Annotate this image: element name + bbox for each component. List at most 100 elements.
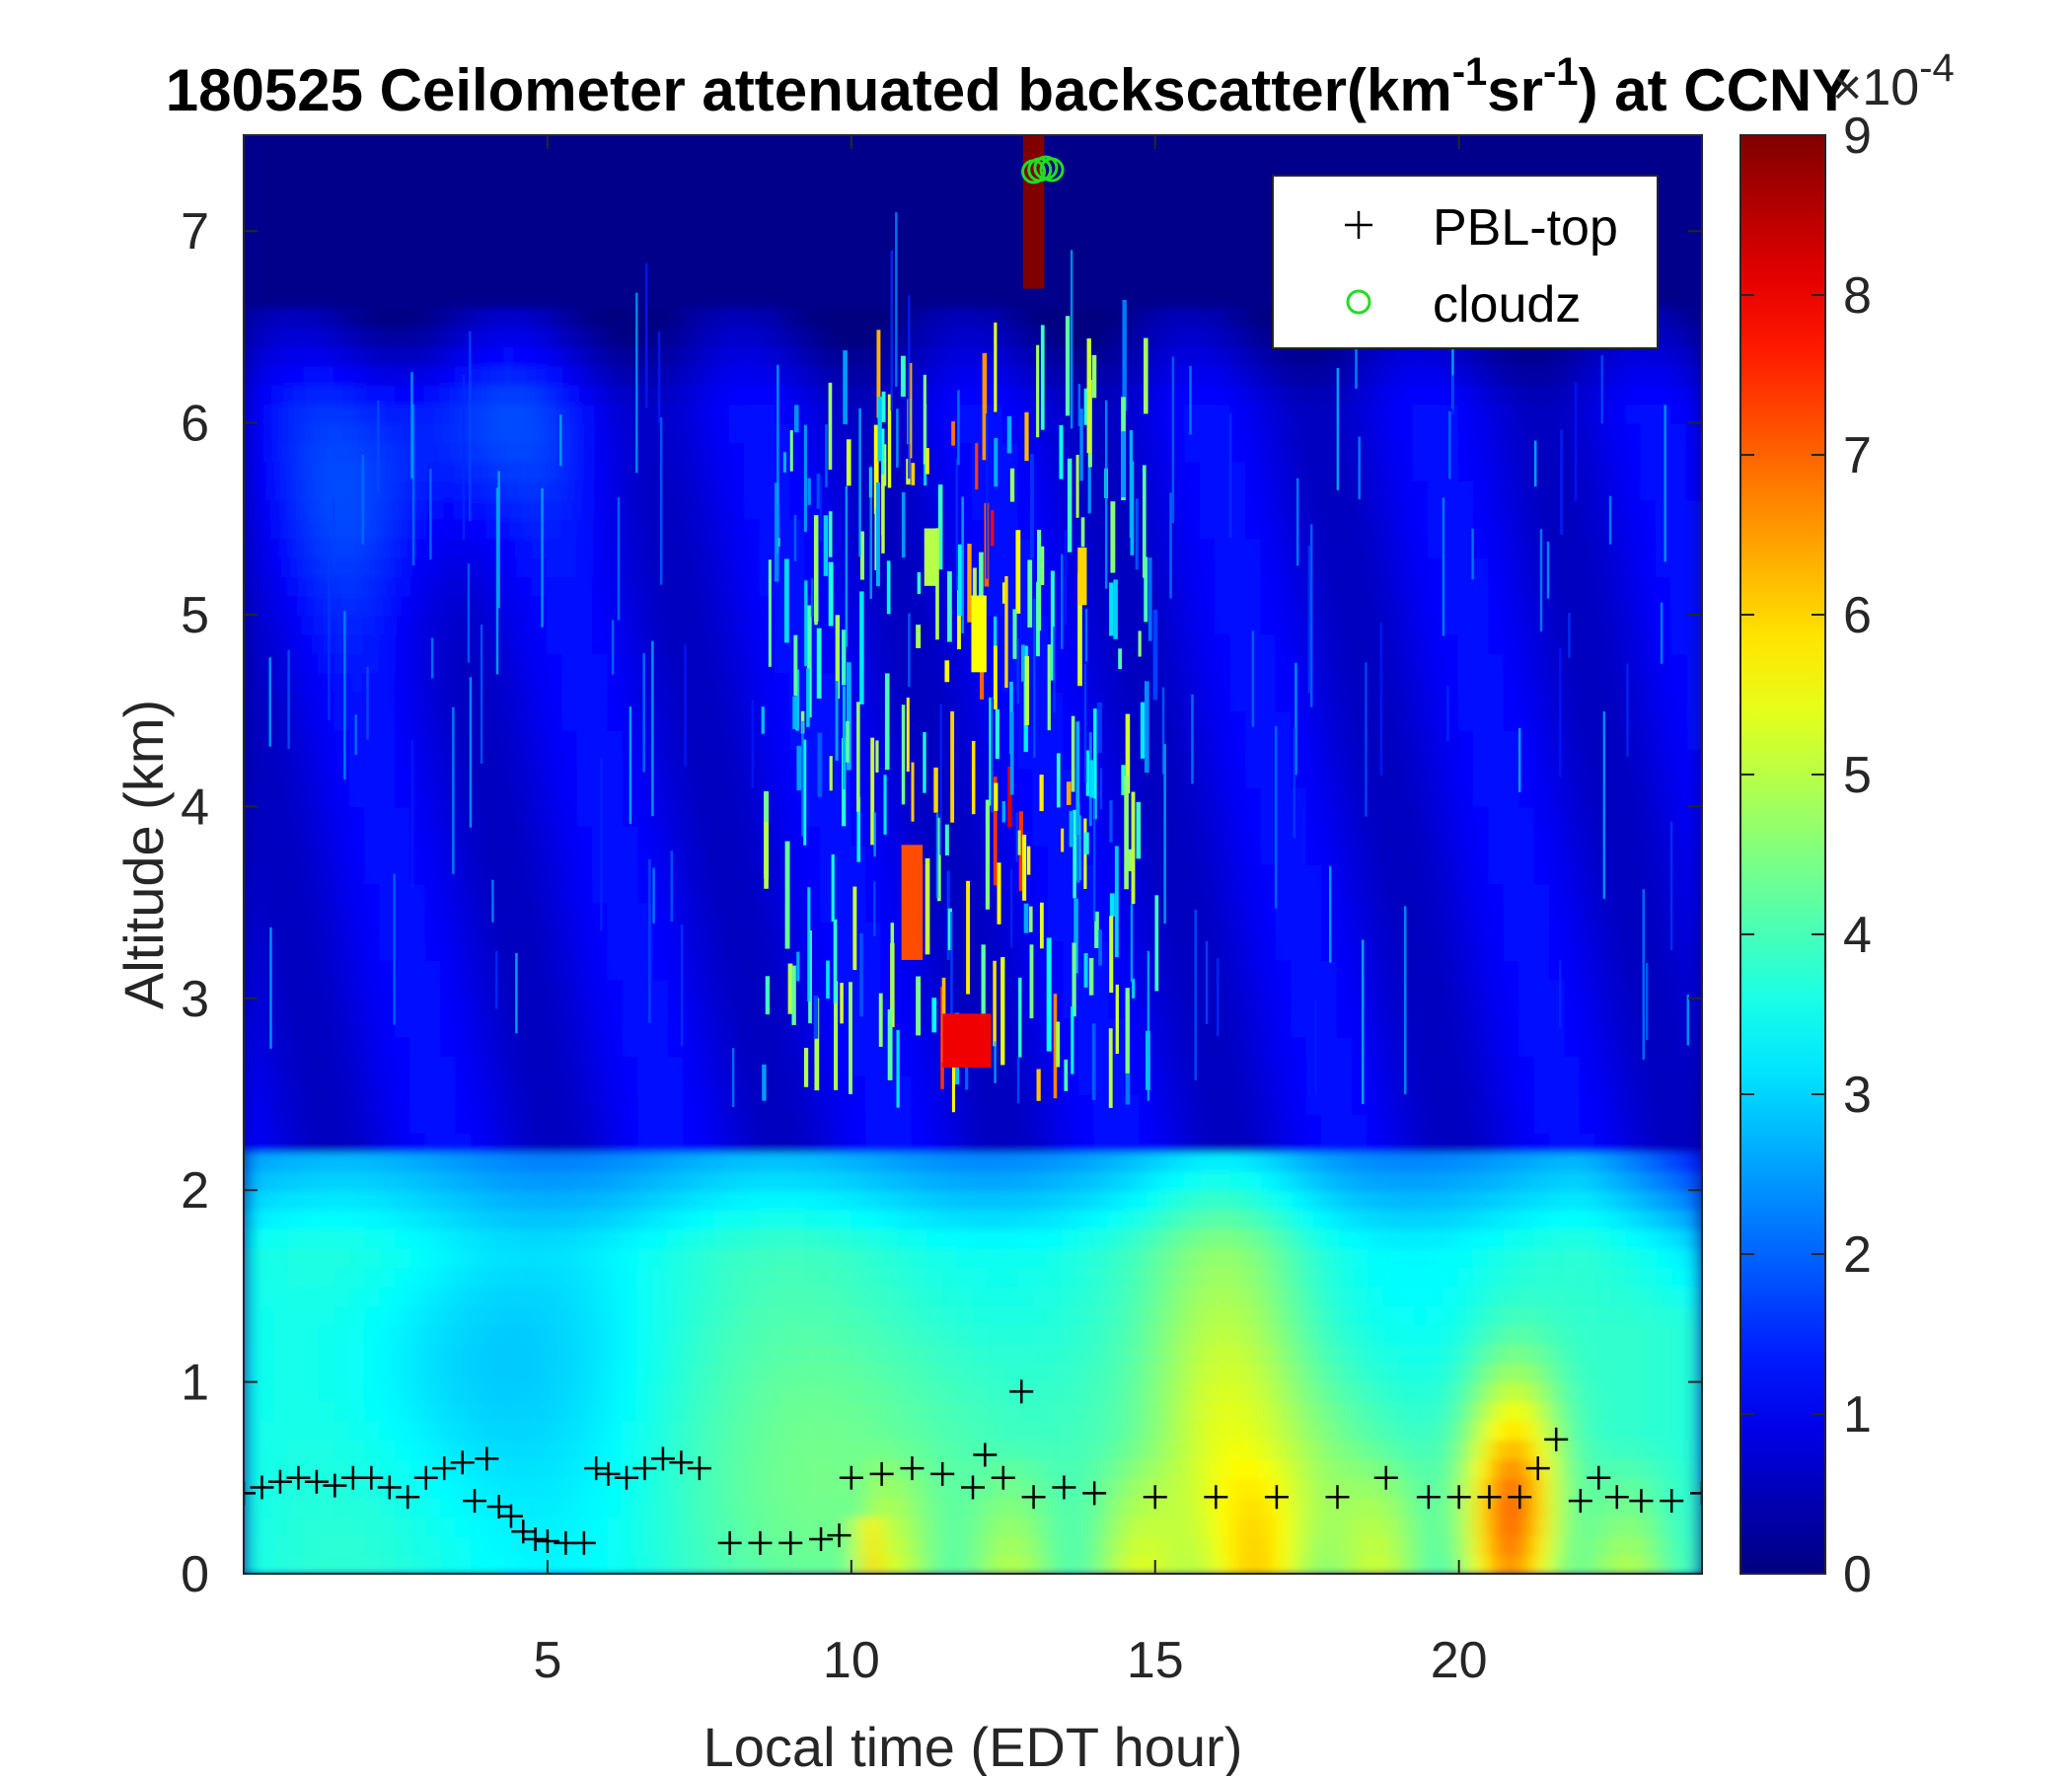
heatmap-cell [516,1419,534,1441]
heatmap-cell [516,690,534,712]
heatmap-cell [1047,1169,1066,1192]
heatmap-cell [364,844,382,865]
heatmap-cell [485,326,503,347]
heatmap-cell [713,1438,731,1460]
heatmap-cell [713,537,731,558]
heatmap-cell [592,958,610,981]
heatmap-cell [1153,1380,1172,1403]
heatmap-cell [1001,306,1020,329]
heatmap-cell [1077,1303,1096,1326]
heatmap-cell [409,1496,427,1517]
heatmap-cell [1245,1112,1263,1134]
heatmap-cell [592,1380,610,1403]
heatmap-cell [1199,306,1218,329]
heatmap-cell [637,537,655,558]
heatmap-cell [348,1169,367,1192]
heatmap-cell [394,1323,412,1345]
heatmap-cell [1093,1476,1111,1499]
heatmap-cell [896,614,914,635]
heatmap-cell [303,901,321,924]
heatmap-cell [774,997,792,1019]
heatmap-cell [987,172,1004,194]
heatmap-cell [394,1016,412,1038]
heatmap-cell [303,1055,321,1076]
heatmap-cell [1245,1553,1263,1574]
heatmap-cell [820,1131,838,1153]
heatmap-cell [244,287,260,309]
heatmap-cell [668,1055,686,1076]
heatmap-cell [1199,728,1218,751]
heatmap-cell [789,1419,807,1441]
heatmap-cell [244,210,260,233]
heatmap-cell [409,364,427,386]
heatmap-cell [500,421,519,444]
heatmap-cell [987,268,1004,290]
heatmap-cell [1153,671,1172,693]
heatmap-cell [1184,1208,1202,1230]
heatmap-cell [303,364,321,386]
heatmap-cell [303,1112,321,1134]
heatmap-cell [1108,1055,1126,1076]
heatmap-cell [379,1553,397,1574]
heatmap-cell [1169,632,1187,654]
heatmap-cell [683,1265,701,1288]
heatmap-cell [728,1362,747,1383]
heatmap-cell [318,249,336,271]
heatmap-cell [379,709,397,731]
heatmap-cell [1001,1515,1020,1537]
heatmap-cell [440,1534,458,1556]
heatmap-cell [1169,1169,1187,1192]
heatmap-cell [850,210,868,233]
heatmap-cell [1123,1208,1142,1230]
heatmap-cell [258,1093,275,1115]
heatmap-cell [1229,748,1248,770]
heatmap-cell [288,210,306,233]
heatmap-cell [592,1246,610,1268]
heatmap-cell [1093,153,1111,175]
heatmap-cell [668,651,686,674]
heatmap-cell [637,709,655,731]
heatmap-cell [1063,421,1080,444]
heatmap-cell [865,172,883,194]
heatmap-cell [865,1016,883,1038]
heatmap-cell [470,555,488,578]
heatmap-cell [470,1303,488,1326]
heatmap-cell [576,901,595,924]
heatmap-cell [303,1227,321,1249]
heatmap-cell [1047,326,1066,347]
heatmap-cell [424,1303,443,1326]
heatmap-cell [561,805,579,827]
heatmap-cell [288,1496,306,1517]
heatmap-cell [244,632,260,654]
heatmap-cell [244,249,260,271]
heatmap-cell [288,460,306,481]
heatmap-cell [258,383,275,406]
heatmap-cell [1108,1131,1126,1153]
heatmap-cell [1169,1035,1187,1058]
heatmap-cell [637,1534,655,1556]
heatmap-cell [925,287,944,309]
heatmap-cell [576,1016,595,1038]
heatmap-cell [500,709,519,731]
heatmap-cell [592,1073,610,1095]
heatmap-cell [1108,1534,1126,1556]
heatmap-cell [1001,153,1020,175]
heatmap-cell [485,1515,503,1537]
heatmap-cell [1245,1035,1263,1058]
heatmap-cell [637,1438,655,1460]
heatmap-cell [972,901,990,924]
heatmap-cell [546,1303,564,1326]
heatmap-cell [516,1246,534,1268]
heatmap-cell [288,172,306,194]
heatmap-cell [364,997,382,1019]
heatmap-cell [744,1457,762,1479]
heatmap-cell [424,403,443,424]
heatmap-cell [546,671,564,693]
heatmap-cell [744,1476,762,1499]
heatmap-cell [288,1150,306,1172]
heatmap-cell [455,1380,473,1403]
heatmap-cell [272,1208,291,1230]
heatmap-cell [516,191,534,213]
heatmap-cell [668,172,686,194]
heatmap-cell [804,1285,823,1306]
